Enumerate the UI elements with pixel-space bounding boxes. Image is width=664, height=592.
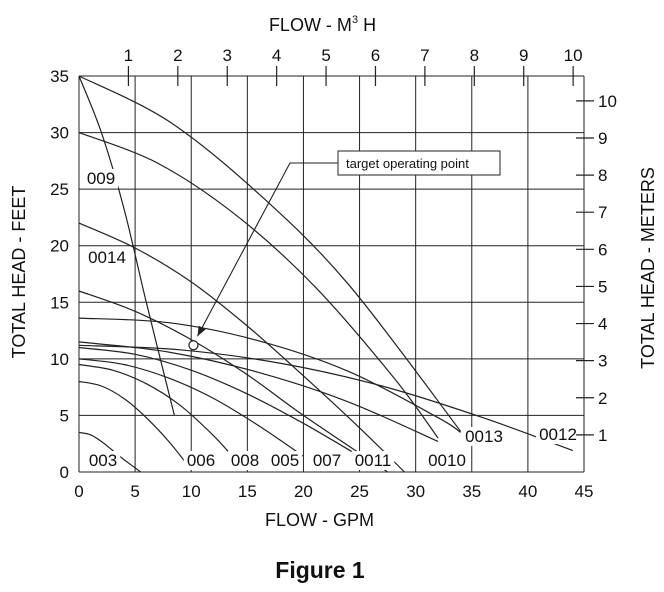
curve-0011 [78,290,388,473]
curve-0010 [78,341,439,443]
series-label-bg [536,425,580,444]
series-label-005: 005 [271,451,299,470]
x2-axis-title: FLOW - M3 H [269,14,376,35]
y2-tick-label: 1 [598,426,607,445]
series-label-bg [462,427,506,446]
x-tick-label: 25 [350,482,369,501]
y-tick-label: 35 [50,67,69,86]
x2-axis-title-suffix: H [358,15,376,35]
annotation-box [337,150,501,176]
target-annotation: target operating point [188,150,501,351]
y-tick-label: 20 [50,237,69,256]
series-label-006: 006 [187,451,215,470]
y2-tick-label: 6 [598,240,607,259]
curve-series-12 [78,75,462,432]
series-label-0013: 0013 [465,427,503,446]
y2-tick-label: 2 [598,389,607,408]
series-label-0012: 0012 [539,425,577,444]
series-label-bg [227,451,263,470]
y2-tick-label: 3 [598,352,607,371]
series-label-bg [85,451,121,470]
series-label-bg [425,451,469,470]
x-tick-label: 20 [294,482,313,501]
x2-tick-label: 2 [173,46,182,65]
series-label-bg [183,451,219,470]
x-axis-title: FLOW - GPM [265,510,374,530]
x2-tick-label: 1 [124,46,133,65]
y2-axis-title: TOTAL HEAD - METERS [638,167,658,369]
series-label-007: 007 [313,451,341,470]
x-tick-label: 0 [74,482,83,501]
series-label-0011: 0011 [355,451,392,470]
series-label-bg [267,451,303,470]
x-tick-label: 45 [575,482,594,501]
curve-003 [78,431,142,473]
x2-tick-label: 10 [564,46,583,65]
x-tick-label: 35 [462,482,481,501]
series-label-bg [85,248,129,267]
x2-tick-label: 5 [321,46,330,65]
x2-tick-label: 9 [519,46,528,65]
x-tick-label: 15 [238,482,257,501]
figure-caption: Figure 1 [275,557,365,583]
y2-tick-label: 10 [598,92,617,111]
y-tick-label: 5 [60,406,69,425]
curve-005 [78,358,304,457]
curve-006 [78,380,192,471]
y-tick-label: 30 [50,124,69,143]
x2-tick-label: 6 [371,46,380,65]
series-label-bg [351,451,395,470]
y-axis-title: TOTAL HEAD - FEET [9,186,29,359]
annotation-arrowhead [197,325,206,337]
x2-tick-label: 3 [223,46,232,65]
x2-tick-label: 8 [470,46,479,65]
series-label-0010: 0010 [428,451,466,470]
x-tick-label: 40 [518,482,537,501]
x2-tick-label: 7 [420,46,429,65]
y2-tick-label: 8 [598,166,607,185]
curve-007 [78,346,360,457]
curve-series-11 [78,132,439,439]
pump-curves: 003 006 008 005 007 0011 0010 0013 0012 009 0014 [78,75,580,473]
x-tick-label: 30 [406,482,425,501]
annotation-text: target operating point [346,156,469,171]
y2-tick-label: 9 [598,129,607,148]
y2-tick-label: 5 [598,277,607,296]
y-tick-label: 0 [60,463,69,482]
y-tick-label: 10 [50,350,69,369]
series-label-003: 003 [89,451,117,470]
x2-tick-label: 4 [272,46,281,65]
grid-lines [78,75,585,473]
x-tick-label: 10 [182,482,201,501]
curve-009 [78,75,175,416]
x2-axis-title-prefix: FLOW - M [269,15,352,35]
x-tick-label: 5 [130,482,139,501]
y-tick-label: 25 [50,180,69,199]
y2-tick-label: 4 [598,315,607,334]
y2-tick-label: 7 [598,203,607,222]
series-label-bg [83,169,119,188]
series-label-008: 008 [231,451,259,470]
curve-0013 [78,317,461,433]
target-point-marker [188,340,199,351]
annotation-leader [196,162,338,337]
y-tick-label: 15 [50,293,69,312]
series-label-009: 009 [87,169,115,188]
series-label-bg [309,451,345,470]
curve-0012 [78,344,574,452]
x2-axis-title-sup: 3 [352,14,358,26]
curve-008 [78,363,237,462]
series-label-0014: 0014 [88,248,126,267]
curve-0014 [78,222,405,473]
